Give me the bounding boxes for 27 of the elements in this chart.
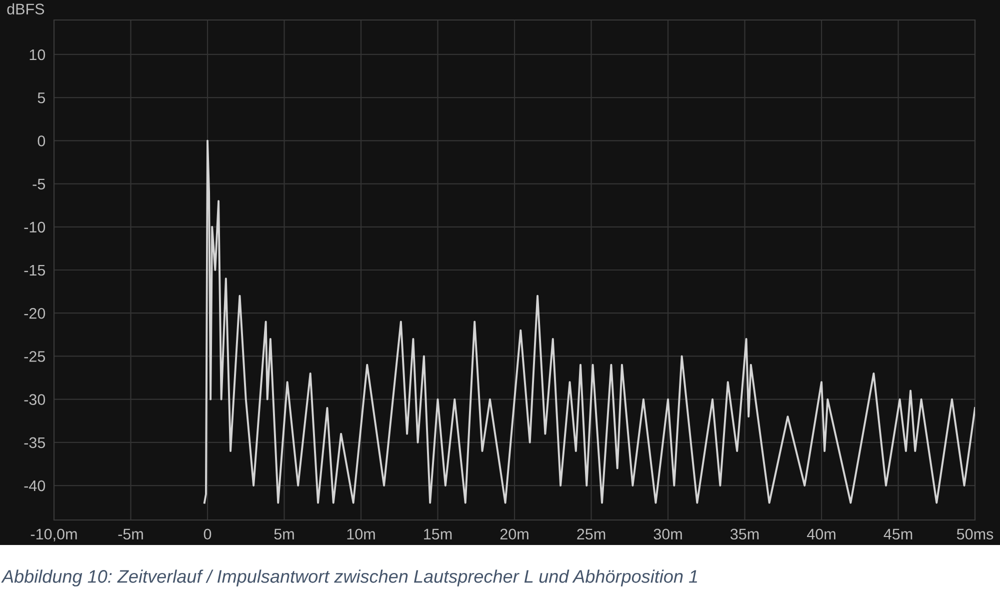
y-tick-label: -40 <box>24 480 46 492</box>
y-tick-label: -30 <box>24 394 46 405</box>
x-tick-label: 50ms <box>956 528 994 540</box>
x-tick-label: 15m <box>424 528 452 540</box>
y-tick-label: 0 <box>38 136 46 146</box>
x-tick-label: 40m <box>806 528 836 540</box>
x-tick-label: -5m <box>118 528 143 540</box>
x-tick-label: 30m <box>654 528 682 540</box>
line-series <box>203 140 975 504</box>
x-tick-label: 45m <box>884 528 912 540</box>
x-tick-label: 0 <box>204 528 212 540</box>
y-tick-label: -15 <box>24 265 46 276</box>
x-tick-label: 25m <box>577 528 606 540</box>
y-axis-title: dBFS <box>7 3 44 14</box>
y-tick-label: -25 <box>24 351 46 362</box>
y-tick-label: -10 <box>24 222 46 233</box>
x-tick-label: 20m <box>500 528 528 540</box>
y-tick-label: 5 <box>38 92 46 104</box>
y-tick-label: -5 <box>32 178 46 190</box>
x-tick-label: -10,0m <box>30 528 77 542</box>
x-tick-label: 5m <box>274 528 294 540</box>
y-tick-label: 10 <box>30 49 46 60</box>
x-tick-label: 35m <box>730 528 759 540</box>
y-tick-label: -20 <box>24 308 46 319</box>
text: Abbildung 10: Zeitverlauf / Impulsantwort zwischen Lautsprecher L und Abhörposition 1 <box>1 570 698 586</box>
y-tick-label: -35 <box>24 437 46 448</box>
x-tick-label: 10m <box>347 528 375 540</box>
